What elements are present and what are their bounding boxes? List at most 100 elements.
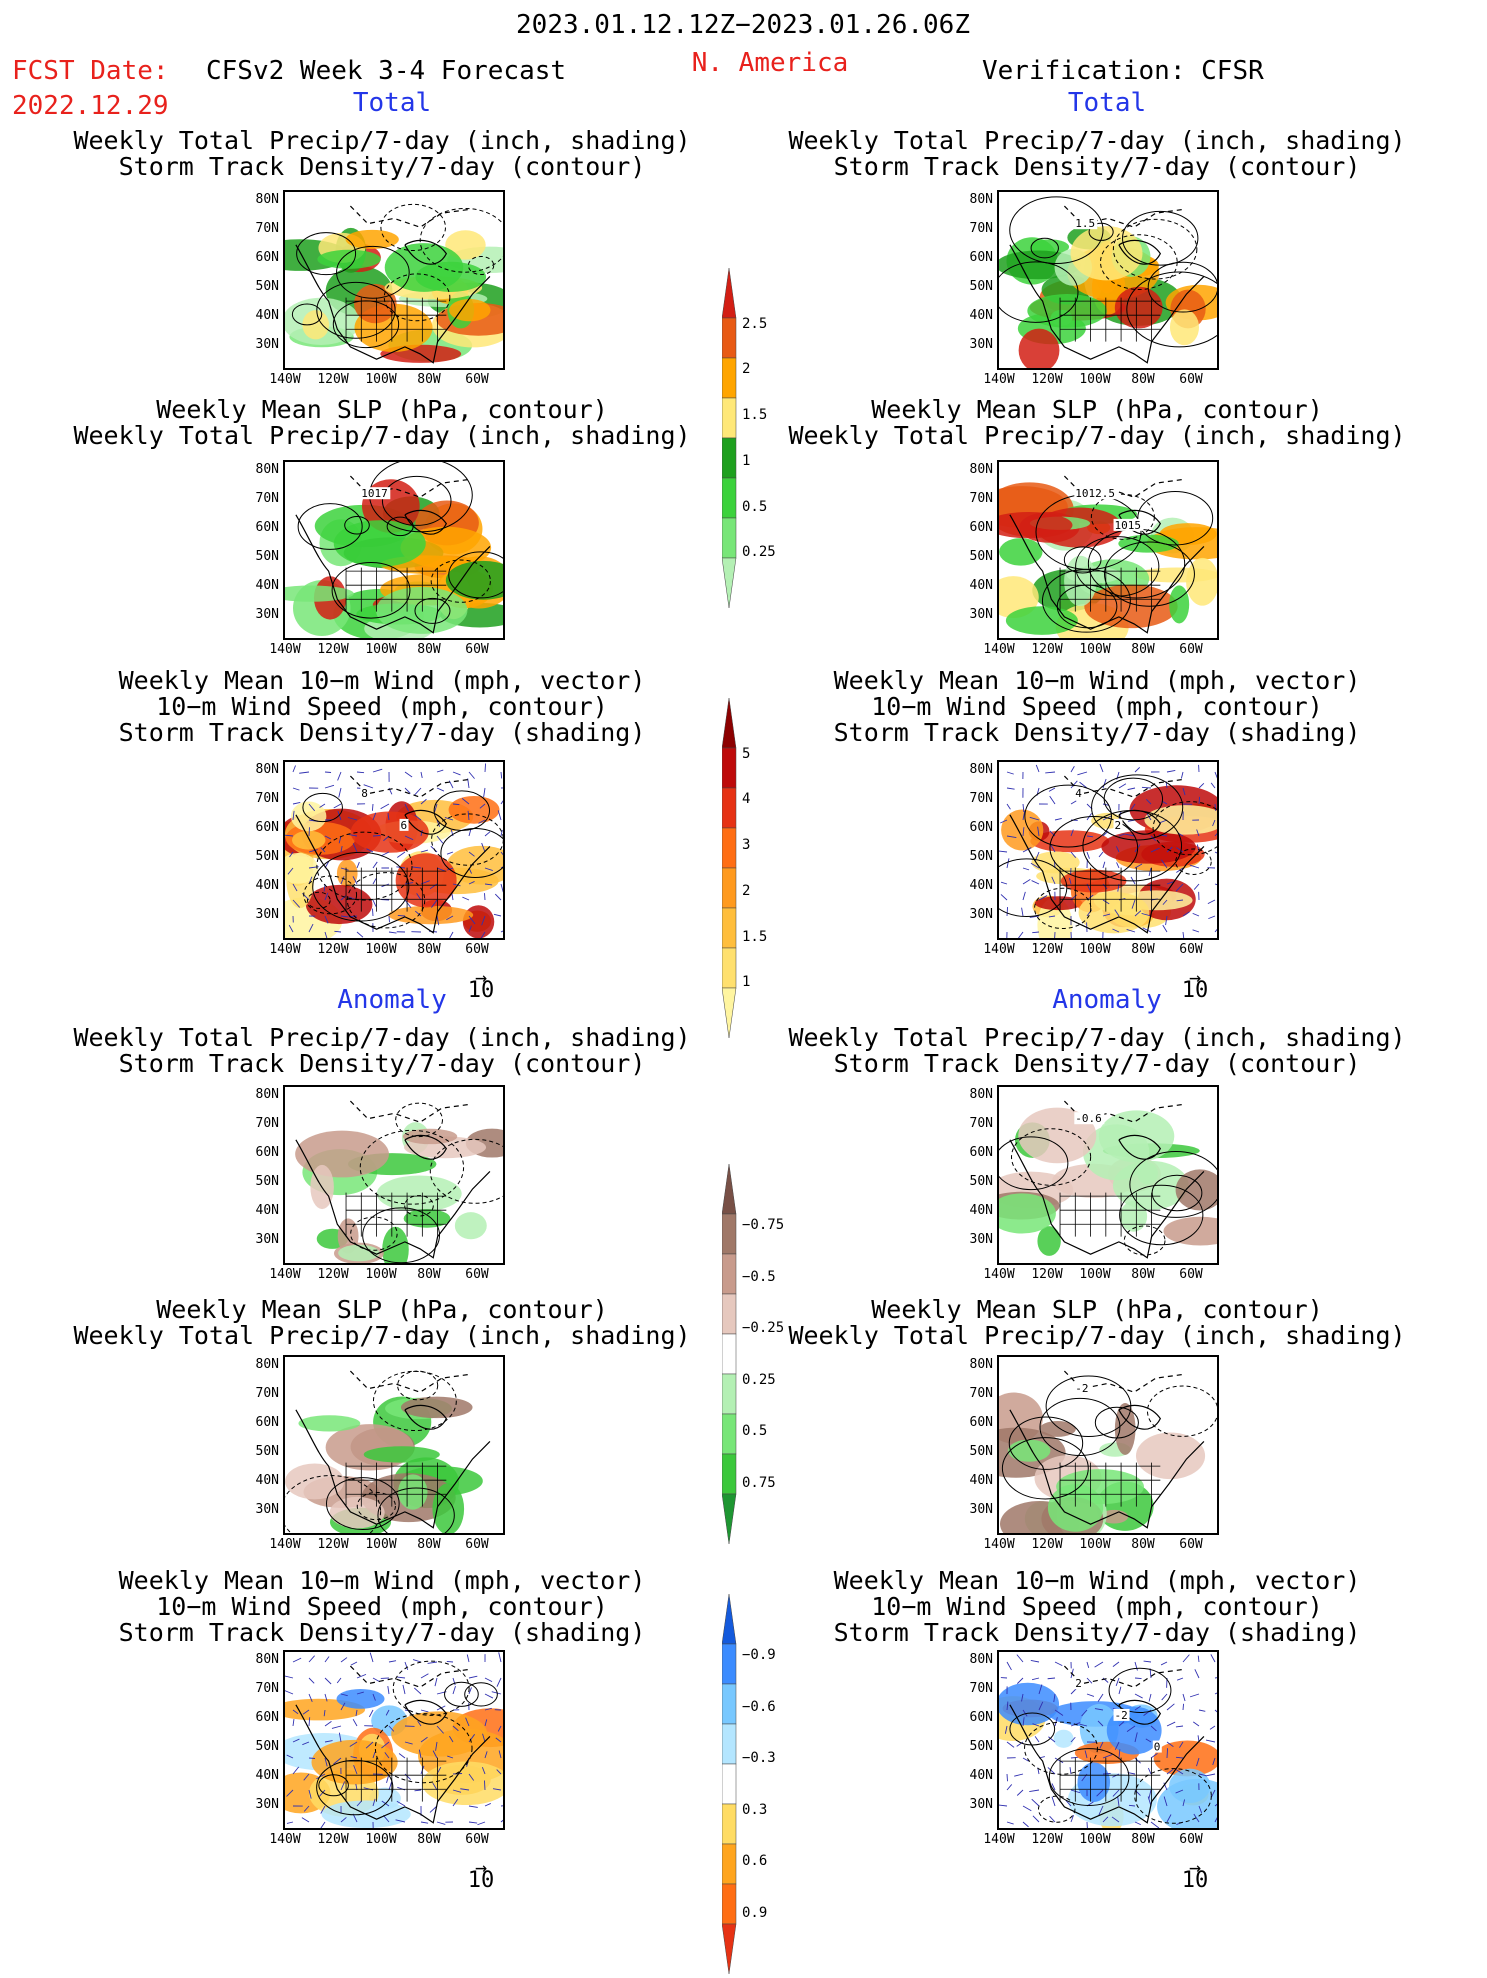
ver-total-wind-storm-ytick-0: 80N (959, 762, 993, 777)
fc-total-precip-storm-title-line-0: Weekly Total Precip/7-day (inch, shading… (73, 128, 690, 154)
ver-anom-slp-precip-xtick-3: 80W (1131, 1537, 1154, 1552)
fcst-date-value: 2022.12.29 (12, 91, 169, 121)
fc-total-wind-storm-vector-scale: →10 (468, 970, 495, 998)
cb-precip-anom-swatch-7 (722, 1454, 736, 1494)
ver-total-wind-storm-ytick-2: 60N (959, 820, 993, 835)
section-anomaly-right: Anomaly (1052, 985, 1162, 1015)
ver-anom-precip-storm-shade-5 (1037, 1226, 1060, 1256)
ver-anom-wind-storm-xtick-1: 120W (1031, 1832, 1062, 1847)
ver-anom-wind-storm-ytick-3: 50N (959, 1739, 993, 1754)
fc-anom-wind-storm-title-line-1: 10−m Wind Speed (mph, contour) (119, 1594, 646, 1620)
fc-anom-precip-storm-xtick-4: 60W (465, 1267, 488, 1282)
fc-total-slp-precip-xtick-2: 100W (365, 642, 396, 657)
ver-anom-wind-storm-ytick-5: 30N (959, 1797, 993, 1812)
ver-anom-precip-storm-contour-label-0: -0.6 (1075, 1112, 1102, 1125)
ver-total-wind-storm-ytick-4: 40N (959, 878, 993, 893)
cb-storm-anom (722, 1594, 736, 1978)
ver-total-slp-precip-shade-25 (1169, 585, 1189, 623)
fc-anom-slp-precip-ytick-2: 60N (245, 1415, 279, 1430)
cb-precip-total (722, 268, 736, 612)
ver-total-wind-storm-ytick-1: 70N (959, 791, 993, 806)
fc-total-slp-precip-ytick-3: 50N (245, 549, 279, 564)
fc-anom-wind-storm-xtick-3: 80W (417, 1832, 440, 1847)
ver-anom-precip-storm-ytick-0: 80N (959, 1087, 993, 1102)
ver-total-precip-storm-ytick-5: 30N (959, 337, 993, 352)
ver-total-slp-precip-ytick-4: 40N (959, 578, 993, 593)
cb-storm-total-label-2: 2 (742, 883, 750, 899)
ver-anom-slp-precip-ytick-4: 40N (959, 1473, 993, 1488)
fc-total-precip-storm-title-line-1: Storm Track Density/7-day (contour) (73, 154, 690, 180)
cb-storm-anom-label-5: −0.9 (742, 1647, 776, 1663)
ver-total-precip-storm-ytick-4: 40N (959, 308, 993, 323)
cb-storm-total-swatch-2 (722, 788, 736, 828)
fc-anom-slp-precip-xtick-0: 140W (269, 1537, 300, 1552)
ver-anom-slp-precip-title: Weekly Mean SLP (hPa, contour)Weekly Tot… (788, 1297, 1405, 1349)
fc-total-precip-storm-ytick-2: 60N (245, 250, 279, 265)
ver-total-slp-precip-ytick-3: 50N (959, 549, 993, 564)
cb-precip-anom-swatch-8 (722, 1494, 736, 1544)
section-total-right: Total (1068, 88, 1146, 118)
ver-total-wind-storm-title-line-2: Storm Track Density/7-day (shading) (834, 720, 1361, 746)
fc-anom-precip-storm-svg (285, 1087, 503, 1263)
ver-anom-wind-storm-xtick-2: 100W (1079, 1832, 1110, 1847)
ver-anom-slp-precip-ytick-1: 70N (959, 1386, 993, 1401)
cb-storm-total (722, 698, 736, 1042)
cb-precip-total-swatch-1 (722, 318, 736, 358)
fc-total-wind-storm-ytick-5: 30N (245, 907, 279, 922)
fc-total-wind-storm-title-line-2: Storm Track Density/7-day (shading) (119, 720, 646, 746)
fc-total-slp-precip-xtick-4: 60W (465, 642, 488, 657)
fc-total-precip-storm-title: Weekly Total Precip/7-day (inch, shading… (73, 128, 690, 180)
ver-total-precip-storm-shade-23 (1170, 309, 1199, 345)
cb-precip-anom-swatch-2 (722, 1254, 736, 1294)
ver-total-slp-precip-ytick-1: 70N (959, 491, 993, 506)
ver-total-precip-storm-ytick-0: 80N (959, 192, 993, 207)
ver-anom-precip-storm-title: Weekly Total Precip/7-day (inch, shading… (788, 1025, 1405, 1077)
fc-anom-slp-precip-title-line-0: Weekly Mean SLP (hPa, contour) (73, 1297, 690, 1323)
fc-total-wind-storm-contour-label-0: 8 (361, 787, 368, 800)
fc-anom-precip-storm-shade-4 (404, 1209, 451, 1228)
cb-precip-anom-swatch-5 (722, 1374, 736, 1414)
cb-precip-anom-label-0: 0.75 (742, 1475, 776, 1491)
fc-total-wind-storm-shade-12 (306, 885, 373, 924)
fc-total-precip-storm-svg (285, 192, 503, 368)
ver-anom-wind-storm-xtick-0: 140W (983, 1832, 1014, 1847)
fc-total-wind-storm-title-line-1: 10−m Wind Speed (mph, contour) (119, 694, 646, 720)
cb-precip-anom-label-5: −0.75 (742, 1217, 784, 1233)
ver-anom-wind-storm-contour-label-1: -2 (1115, 1709, 1128, 1722)
fc-anom-wind-storm-ytick-1: 70N (245, 1681, 279, 1696)
ver-total-slp-precip-xtick-0: 140W (983, 642, 1014, 657)
fc-total-slp-precip-svg: 1017 (285, 462, 503, 638)
ver-anom-wind-storm-xtick-4: 60W (1179, 1832, 1202, 1847)
fc-anom-precip-storm-ytick-3: 50N (245, 1174, 279, 1189)
cb-storm-anom-swatch-5 (722, 1804, 736, 1844)
cb-storm-anom-swatch-4 (722, 1764, 736, 1804)
fc-total-precip-storm-shade-23 (385, 243, 464, 292)
cb-storm-anom-swatch-7 (722, 1884, 736, 1924)
fc-total-wind-storm-xtick-3: 80W (417, 942, 440, 957)
fc-anom-wind-storm-title-line-0: Weekly Mean 10−m Wind (mph, vector) (119, 1568, 646, 1594)
fc-total-precip-storm-ytick-5: 30N (245, 337, 279, 352)
cb-storm-anom-label-2: 0.3 (742, 1802, 767, 1818)
section-anomaly-left: Anomaly (337, 985, 447, 1015)
ver-anom-wind-storm-shade-11 (1054, 1730, 1074, 1748)
fc-total-slp-precip-xtick-3: 80W (417, 642, 440, 657)
section-total-left: Total (353, 88, 431, 118)
fc-anom-slp-precip-xtick-2: 100W (365, 1537, 396, 1552)
ver-total-precip-storm-svg: 1.5 (999, 192, 1217, 368)
fc-total-slp-precip-ytick-5: 30N (245, 607, 279, 622)
ver-anom-slp-precip-xtick-1: 120W (1031, 1537, 1062, 1552)
ver-total-slp-precip-shade-20 (1006, 606, 1078, 635)
ver-total-slp-precip-ytick-2: 60N (959, 520, 993, 535)
fc-anom-precip-storm-xtick-1: 120W (317, 1267, 348, 1282)
ver-anom-wind-storm-vector-scale: →10 (1182, 1860, 1209, 1888)
ver-total-precip-storm-xtick-4: 60W (1179, 372, 1202, 387)
ver-total-wind-storm-vector-scale: →10 (1182, 970, 1209, 998)
fc-anom-precip-storm-map (283, 1085, 505, 1265)
ver-anom-slp-precip-map: -2 (997, 1355, 1219, 1535)
fc-total-wind-storm-xtick-0: 140W (269, 942, 300, 957)
ver-anom-slp-precip-shade-8 (1008, 1440, 1051, 1462)
cb-storm-total-swatch-5 (722, 908, 736, 948)
